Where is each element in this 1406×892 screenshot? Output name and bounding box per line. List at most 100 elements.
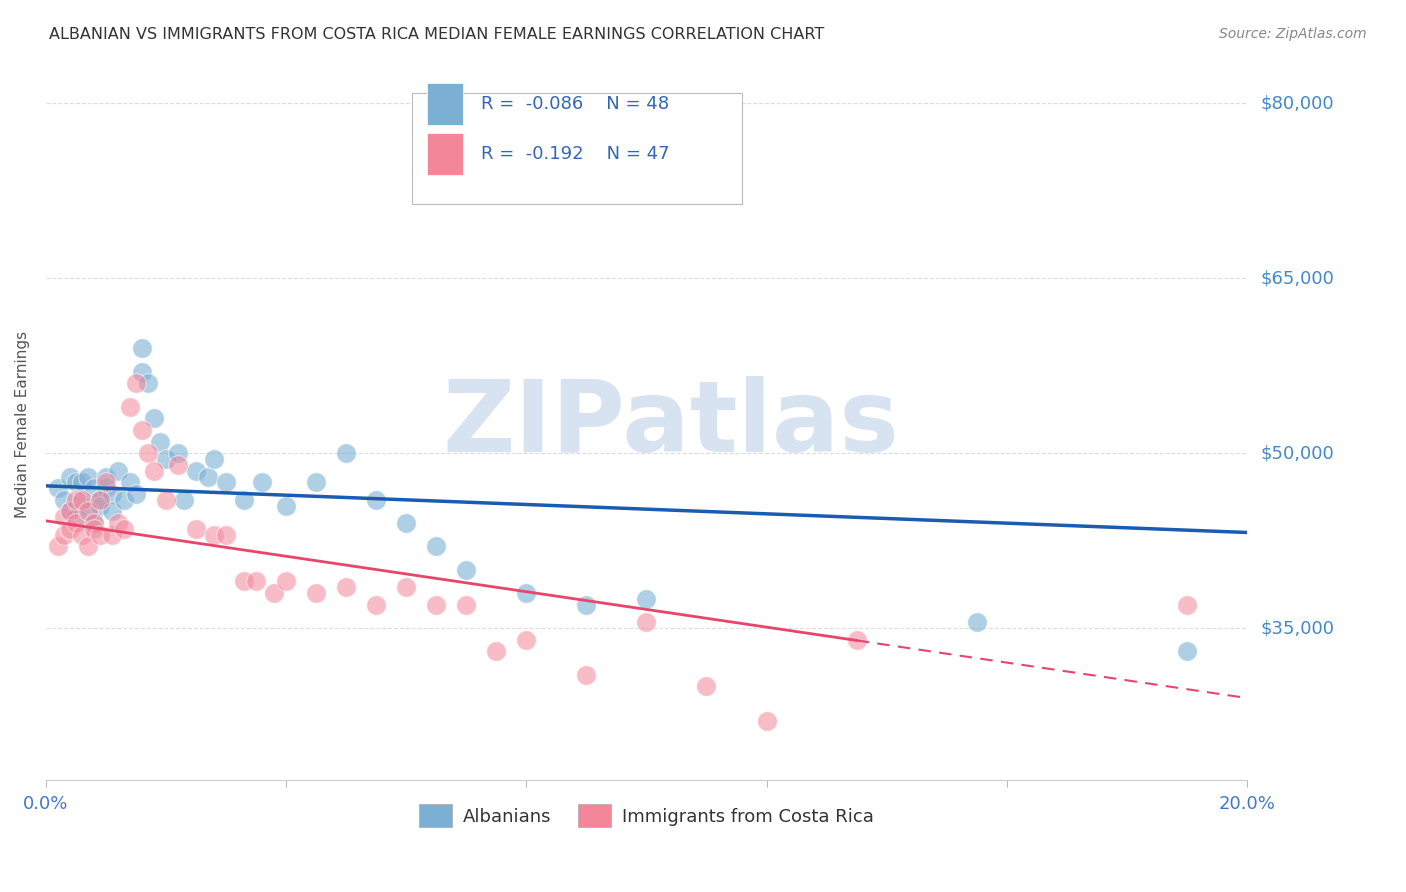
Point <box>1175 644 1198 658</box>
Point <box>167 446 190 460</box>
Point <box>695 679 717 693</box>
Point <box>94 475 117 490</box>
Point <box>276 499 298 513</box>
Point <box>125 487 148 501</box>
Text: ZIPatlas: ZIPatlas <box>441 376 898 473</box>
Point <box>70 475 93 490</box>
Point <box>184 522 207 536</box>
Point <box>89 492 111 507</box>
Point <box>202 452 225 467</box>
Point <box>149 434 172 449</box>
Point <box>636 591 658 606</box>
Point <box>233 492 256 507</box>
Point <box>755 714 778 729</box>
Point <box>575 598 598 612</box>
Point <box>335 446 357 460</box>
Point <box>131 423 153 437</box>
Point <box>250 475 273 490</box>
Point <box>155 452 177 467</box>
Point <box>65 516 87 530</box>
Point <box>456 598 478 612</box>
Point <box>197 469 219 483</box>
Text: ALBANIAN VS IMMIGRANTS FROM COSTA RICA MEDIAN FEMALE EARNINGS CORRELATION CHART: ALBANIAN VS IMMIGRANTS FROM COSTA RICA M… <box>49 27 824 42</box>
Point <box>94 481 117 495</box>
Point <box>83 516 105 530</box>
Point <box>215 475 238 490</box>
Point <box>366 598 388 612</box>
Point <box>425 598 447 612</box>
Point <box>112 492 135 507</box>
Point <box>136 376 159 391</box>
Point <box>77 540 100 554</box>
Point <box>65 510 87 524</box>
Point <box>167 458 190 472</box>
Point <box>276 574 298 589</box>
Point <box>1175 598 1198 612</box>
Point <box>77 504 100 518</box>
Point <box>83 516 105 530</box>
Point <box>59 469 82 483</box>
Point <box>575 667 598 681</box>
Text: $50,000: $50,000 <box>1261 444 1334 462</box>
Point <box>131 365 153 379</box>
Point <box>125 376 148 391</box>
Point <box>966 615 988 630</box>
Point <box>143 464 166 478</box>
Point <box>202 528 225 542</box>
Point <box>77 469 100 483</box>
Point <box>395 580 418 594</box>
Point <box>107 516 129 530</box>
Point <box>395 516 418 530</box>
Point <box>118 475 141 490</box>
Point <box>143 411 166 425</box>
Point <box>456 563 478 577</box>
Point <box>305 475 328 490</box>
FancyBboxPatch shape <box>426 83 463 126</box>
Point <box>83 522 105 536</box>
Point <box>112 522 135 536</box>
Point <box>53 528 76 542</box>
Point <box>59 504 82 518</box>
Point <box>184 464 207 478</box>
Point <box>70 528 93 542</box>
Text: R =  -0.192    N = 47: R = -0.192 N = 47 <box>481 145 669 163</box>
Text: $65,000: $65,000 <box>1261 269 1334 287</box>
Point <box>101 487 124 501</box>
Point <box>335 580 357 594</box>
Point <box>70 492 93 507</box>
FancyBboxPatch shape <box>426 133 463 175</box>
Point <box>215 528 238 542</box>
Point <box>515 586 537 600</box>
Point <box>89 499 111 513</box>
Point <box>94 469 117 483</box>
Point <box>89 528 111 542</box>
Point <box>845 632 868 647</box>
Point <box>53 492 76 507</box>
Point <box>83 481 105 495</box>
Point <box>101 504 124 518</box>
Legend: Albanians, Immigrants from Costa Rica: Albanians, Immigrants from Costa Rica <box>412 797 880 835</box>
Point <box>263 586 285 600</box>
Y-axis label: Median Female Earnings: Median Female Earnings <box>15 331 30 517</box>
Point <box>515 632 537 647</box>
Point <box>101 528 124 542</box>
Text: R =  -0.086    N = 48: R = -0.086 N = 48 <box>481 95 669 113</box>
Point <box>305 586 328 600</box>
Text: $35,000: $35,000 <box>1261 619 1334 637</box>
Text: $80,000: $80,000 <box>1261 95 1334 112</box>
Point <box>59 504 82 518</box>
Point <box>155 492 177 507</box>
Point <box>65 492 87 507</box>
Point <box>53 510 76 524</box>
Point <box>366 492 388 507</box>
Point <box>46 481 69 495</box>
Point <box>173 492 195 507</box>
Text: Source: ZipAtlas.com: Source: ZipAtlas.com <box>1219 27 1367 41</box>
Point <box>131 341 153 355</box>
Point <box>46 540 69 554</box>
Point <box>233 574 256 589</box>
Point <box>77 504 100 518</box>
Point <box>485 644 508 658</box>
Point <box>118 400 141 414</box>
Point <box>89 492 111 507</box>
